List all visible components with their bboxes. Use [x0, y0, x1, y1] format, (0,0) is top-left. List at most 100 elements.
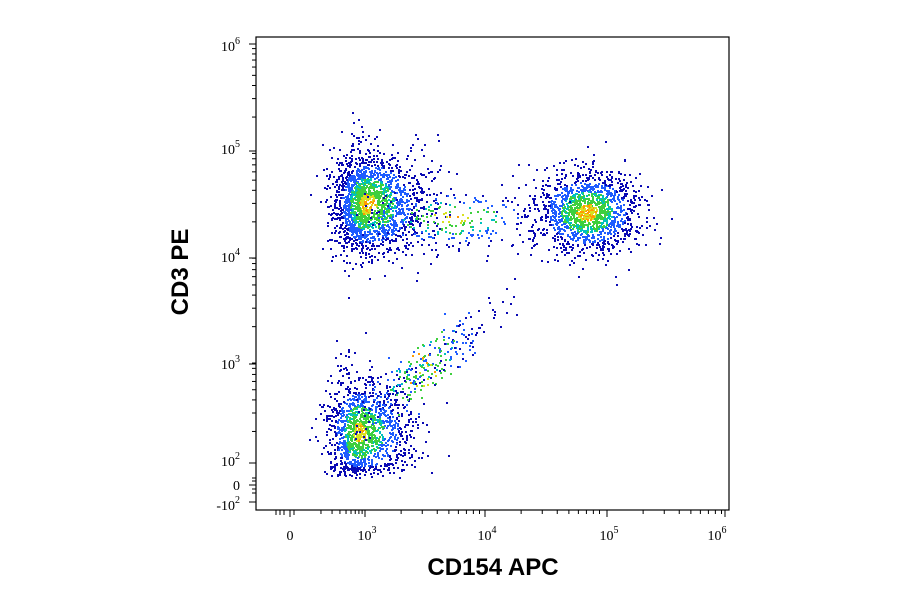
event-dot [338, 164, 340, 166]
event-dot [589, 214, 591, 216]
event-dot [352, 459, 354, 461]
event-dot [561, 218, 563, 220]
event-dot [561, 238, 563, 240]
event-dot [578, 194, 580, 196]
event-dot [380, 376, 382, 378]
event-dot [410, 411, 412, 413]
event-dot [459, 366, 461, 368]
event-dot [418, 183, 420, 185]
event-dot [397, 235, 399, 237]
event-dot [367, 217, 369, 219]
event-dot [571, 249, 573, 251]
event-dot [624, 214, 626, 216]
event-dot [358, 245, 360, 247]
event-dot [412, 425, 414, 427]
event-dot [311, 427, 313, 429]
event-dot [364, 180, 366, 182]
event-dot [605, 184, 607, 186]
event-dot [423, 208, 425, 210]
event-dot [358, 238, 360, 240]
event-dot [377, 158, 379, 160]
event-dot [619, 190, 621, 192]
event-dot [395, 228, 397, 230]
event-dot [581, 206, 583, 208]
event-dot [630, 181, 632, 183]
event-dot [390, 223, 392, 225]
event-dot [330, 453, 332, 455]
event-dot [328, 418, 330, 420]
event-dot [620, 173, 622, 175]
event-dot [558, 179, 560, 181]
event-dot [609, 223, 611, 225]
event-dot [423, 155, 425, 157]
event-dot [415, 367, 417, 369]
event-dot [611, 171, 613, 173]
event-dot [381, 209, 383, 211]
event-dot [358, 190, 360, 192]
event-dot [409, 217, 411, 219]
event-dot [339, 406, 341, 408]
event-dot [378, 405, 380, 407]
event-dot [406, 396, 408, 398]
event-dot [339, 194, 341, 196]
event-dot [592, 200, 594, 202]
event-dot [377, 473, 379, 475]
event-dot [600, 194, 602, 196]
event-dot [331, 467, 333, 469]
event-dot [352, 221, 354, 223]
event-dot [602, 202, 604, 204]
event-dot [358, 206, 360, 208]
event-dot [409, 365, 411, 367]
event-dot [638, 190, 640, 192]
event-dot [393, 467, 395, 469]
event-dot [561, 178, 563, 180]
event-dot [396, 167, 398, 169]
event-dot [377, 469, 379, 471]
event-dot [351, 469, 353, 471]
event-dot [366, 194, 368, 196]
event-dot [343, 436, 345, 438]
event-dot [348, 372, 350, 374]
event-dot [610, 237, 612, 239]
event-dot [559, 219, 561, 221]
event-dot [648, 204, 650, 206]
event-dot [388, 226, 390, 228]
event-dot [441, 368, 443, 370]
event-dot [618, 214, 620, 216]
event-dot [596, 244, 598, 246]
event-dot [380, 162, 382, 164]
event-dot [395, 434, 397, 436]
event-dot [406, 378, 408, 380]
event-dot [379, 152, 381, 154]
event-dot [573, 217, 575, 219]
event-dot [343, 260, 345, 262]
event-dot [351, 250, 353, 252]
event-dot [412, 144, 414, 146]
event-dot [374, 164, 376, 166]
event-dot [415, 375, 417, 377]
event-dot [355, 199, 357, 201]
event-dot [393, 472, 395, 474]
event-dot [392, 144, 394, 146]
event-dot [365, 139, 367, 141]
event-dot [397, 384, 399, 386]
event-dot [384, 396, 386, 398]
event-dot [364, 452, 366, 454]
event-dot [538, 210, 540, 212]
event-dot [389, 242, 391, 244]
event-dot [385, 198, 387, 200]
event-dot [346, 262, 348, 264]
event-dot [336, 191, 338, 193]
event-dot [375, 226, 377, 228]
event-dot [383, 173, 385, 175]
event-dot [368, 176, 370, 178]
event-dot [344, 453, 346, 455]
event-dot [365, 463, 367, 465]
event-dot [361, 403, 363, 405]
event-dot [416, 179, 418, 181]
event-dot [646, 227, 648, 229]
event-dot [340, 417, 342, 419]
event-dot [360, 204, 362, 206]
event-dot [348, 442, 350, 444]
event-dot [386, 175, 388, 177]
